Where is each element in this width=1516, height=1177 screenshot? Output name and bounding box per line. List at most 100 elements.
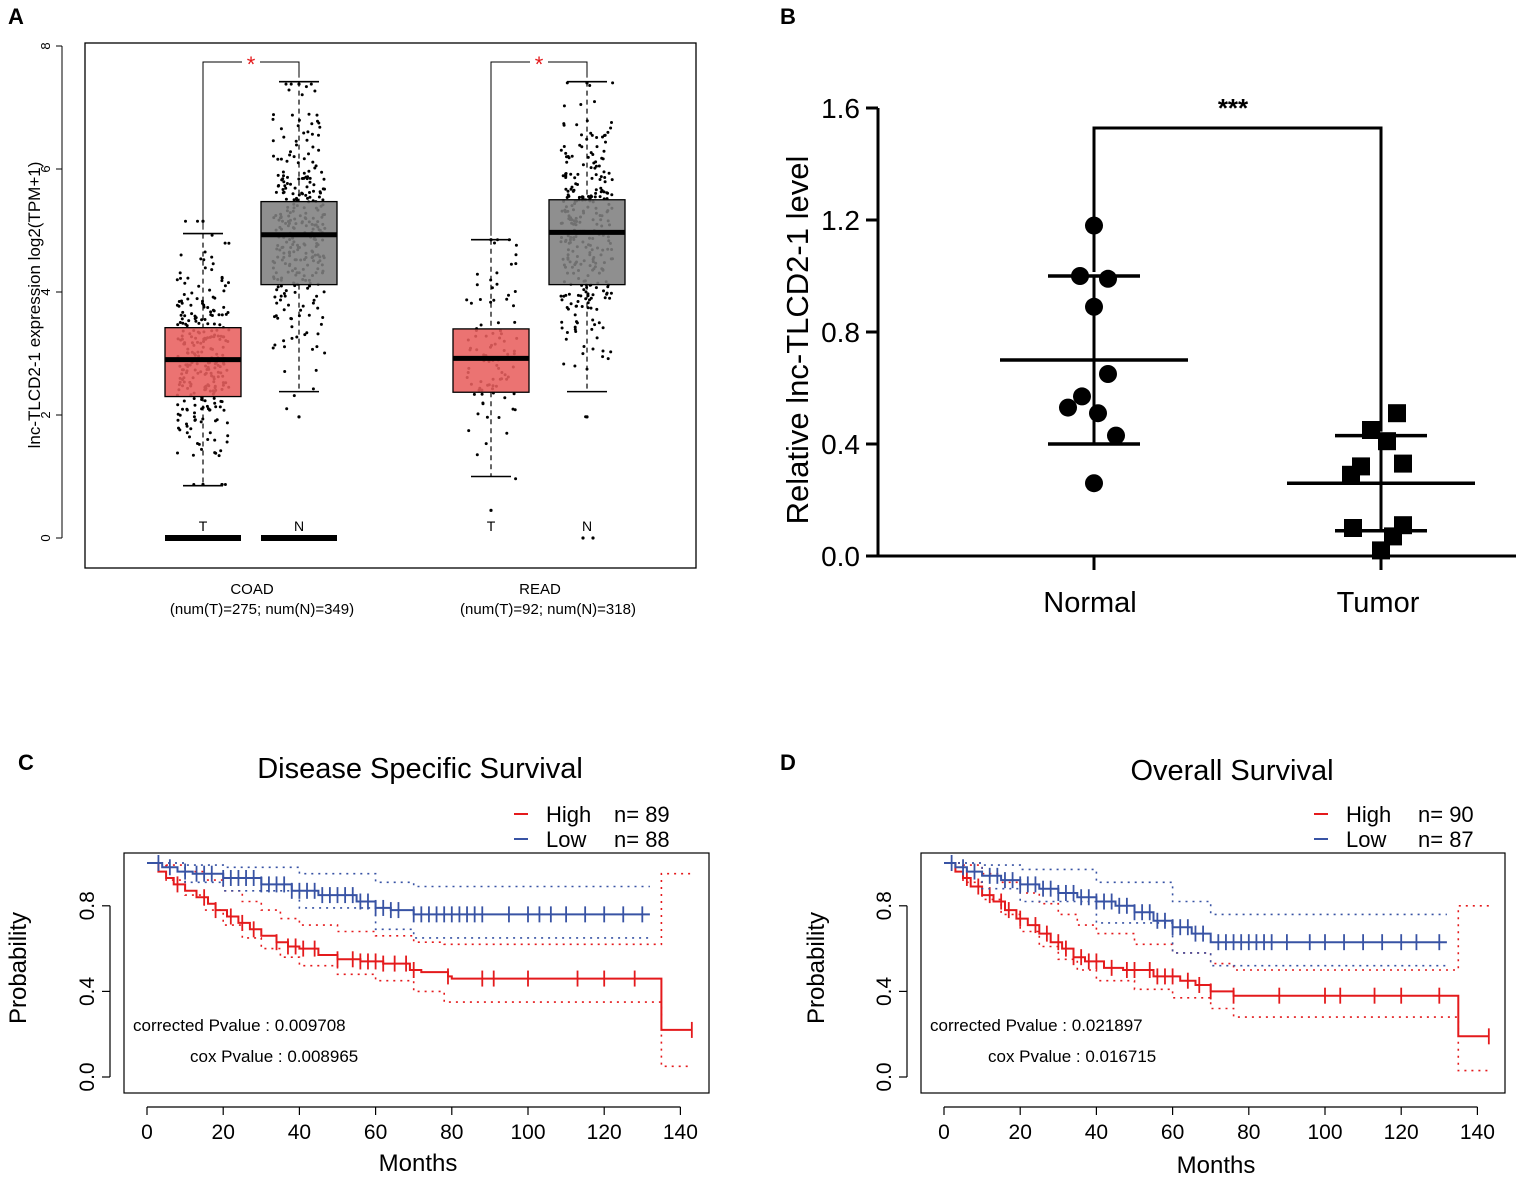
panel-a-point bbox=[591, 293, 595, 297]
panel-a-point bbox=[284, 289, 288, 293]
panel-b-category-normal: Normal bbox=[1043, 587, 1136, 619]
panel-a-point bbox=[276, 316, 280, 320]
panel-a-point bbox=[576, 293, 580, 297]
panel-a-point bbox=[593, 195, 597, 199]
panel-a-point bbox=[279, 127, 283, 131]
panel-b-point-tumor bbox=[1372, 541, 1390, 560]
panel-a-point bbox=[562, 145, 566, 148]
panel-a-point bbox=[214, 405, 218, 409]
panel-a-point bbox=[311, 160, 315, 164]
panel-a-sig-star: * bbox=[247, 52, 256, 77]
panel-a-point bbox=[306, 286, 310, 290]
panel-a-point bbox=[562, 294, 566, 298]
panel-a-point bbox=[588, 298, 591, 302]
panel-a-y-axis: 0 2 4 6 8 bbox=[38, 42, 63, 542]
panel-a-point bbox=[312, 189, 315, 193]
panel-a-point bbox=[579, 294, 583, 298]
panel-a-box-label: T bbox=[199, 518, 208, 534]
panel-a-point bbox=[195, 297, 199, 301]
panel-a-point bbox=[227, 241, 231, 245]
panel-b-point-normal bbox=[1085, 474, 1103, 493]
panel-b-point-normal bbox=[1085, 216, 1103, 235]
panel-a-point bbox=[188, 435, 191, 439]
panel-a-point bbox=[185, 324, 189, 328]
panel-a-point bbox=[319, 322, 323, 326]
panel-a-point bbox=[311, 387, 315, 391]
panel-a-ylabel: lnc-TLCD2-1 expression log2(TPM+1) bbox=[25, 162, 44, 449]
panel-a-point bbox=[179, 253, 183, 257]
panel-a-point bbox=[183, 314, 187, 318]
panel-a-point bbox=[603, 176, 607, 179]
panel-a-point bbox=[272, 113, 275, 117]
panel-b-point-tumor bbox=[1342, 465, 1360, 484]
panel-b-point-normal bbox=[1071, 267, 1089, 285]
panel-a-point bbox=[196, 442, 199, 445]
panel-a-point bbox=[317, 133, 320, 137]
panel-a-point bbox=[206, 306, 210, 309]
panel-a-point bbox=[318, 125, 322, 129]
panel-a-point bbox=[475, 283, 479, 287]
panel-a-y-tick-label: 4 bbox=[38, 288, 53, 295]
panel-d-x-tick-label: 40 bbox=[1085, 1121, 1108, 1144]
panel-a-point bbox=[213, 401, 217, 405]
panel-a-point bbox=[484, 442, 488, 446]
panel-a-point bbox=[485, 415, 489, 419]
panel-c-x-tick-label: 20 bbox=[212, 1121, 235, 1144]
panel-b-point-tumor bbox=[1384, 527, 1402, 546]
panel-a-point bbox=[320, 170, 324, 174]
panel-a-point bbox=[223, 284, 227, 288]
panel-a-point bbox=[560, 298, 564, 302]
panel-a-point bbox=[575, 123, 579, 127]
panel-a-point bbox=[304, 85, 308, 89]
panel-a-point bbox=[276, 285, 280, 289]
panel-a-point bbox=[602, 149, 606, 153]
panel-a-point bbox=[306, 175, 310, 179]
panel-a-point bbox=[495, 282, 499, 286]
panel-a-point bbox=[312, 298, 316, 302]
panel-a-point bbox=[595, 307, 599, 311]
panel-a-point bbox=[306, 130, 310, 134]
panel-b-y-tick-label: 0.8 bbox=[821, 317, 860, 348]
panel-a-point bbox=[208, 431, 212, 435]
panel-a-point bbox=[197, 284, 201, 288]
panel-d-x-tick-label: 60 bbox=[1161, 1121, 1184, 1144]
panel-a-point bbox=[218, 405, 222, 409]
panel-a-point bbox=[590, 195, 594, 199]
panel-a-point bbox=[273, 343, 277, 347]
panel-d-high-survival-line bbox=[944, 862, 1489, 1038]
panel-a-point bbox=[313, 89, 317, 93]
panel-a-point bbox=[322, 290, 326, 294]
panel-a-point bbox=[314, 368, 318, 372]
panel-a-point bbox=[178, 321, 182, 324]
panel-a-point bbox=[181, 310, 185, 314]
panel-a-point bbox=[505, 431, 509, 435]
panel-a-point bbox=[590, 327, 594, 331]
panel-a-point bbox=[185, 424, 189, 428]
panel-a-point bbox=[599, 175, 603, 179]
panel-a-point bbox=[560, 320, 564, 324]
panel-a-point bbox=[308, 180, 312, 184]
panel-d-x-tick-label: 140 bbox=[1460, 1121, 1495, 1144]
panel-a-point bbox=[176, 323, 180, 327]
panel-a-point bbox=[561, 174, 565, 178]
panel-a-point bbox=[197, 321, 201, 325]
panel-c-corrected-pvalue: corrected Pvalue : 0.009708 bbox=[133, 1016, 346, 1035]
panel-a-point bbox=[203, 266, 207, 270]
panel-a-point bbox=[591, 347, 595, 351]
panel-a-point bbox=[480, 392, 484, 396]
panel-a-point bbox=[315, 294, 319, 298]
panel-b-axes: 0.0 0.4 0.8 1.2 1.6 bbox=[821, 93, 1516, 572]
panel-b-ylabel: Relative lnc-TLCD2-1 level bbox=[780, 156, 815, 525]
panel-a-point bbox=[594, 191, 598, 195]
panel-a-point bbox=[580, 145, 584, 149]
panel-a-point bbox=[187, 319, 191, 323]
panel-d-y-tick-label: 0.8 bbox=[873, 891, 896, 920]
panel-a-point bbox=[223, 483, 227, 486]
panel-a-point bbox=[227, 281, 230, 285]
panel-a-y-tick-label: 2 bbox=[38, 411, 53, 418]
panel-a-point bbox=[220, 400, 224, 404]
panel-a-point bbox=[276, 173, 280, 177]
panel-a-point bbox=[226, 311, 230, 314]
panel-d-plot: 0 20 40 60 80 100 120 140 0.0 0.4 0.8 bbox=[873, 852, 1506, 1144]
